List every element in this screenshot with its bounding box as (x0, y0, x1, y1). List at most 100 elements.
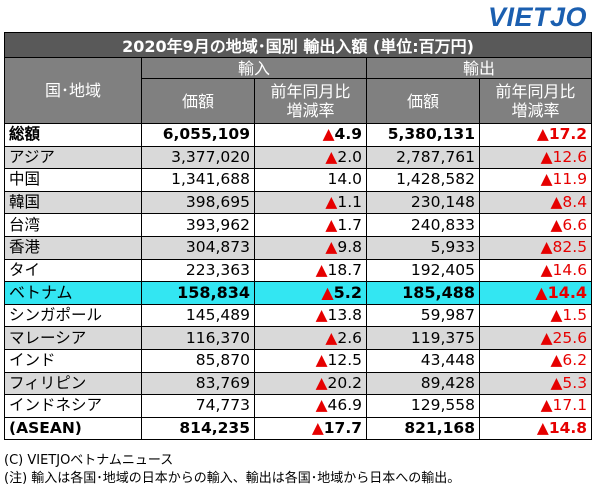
table-row: インド 85,870 ▲12.5 43,448 ▲6.2 (4, 348, 593, 373)
export-group-header: 輸出 (365, 57, 593, 79)
decrease-mark-icon: ▲ (325, 238, 338, 257)
table-row: (ASEAN) 814,235 ▲17.7 821,168 ▲14.8 (4, 416, 593, 441)
table-row: ベトナム 158,834 ▲5.2 185,488 ▲14.4 (4, 281, 593, 305)
export-change: ▲25.6 (478, 326, 593, 350)
table-row: 韓国 398,695 ▲1.1 230,148 ▲8.4 (4, 190, 593, 215)
region-name: 中国 (4, 168, 142, 192)
change-value: 11.9 (552, 170, 588, 189)
import-value: 814,235 (141, 416, 255, 441)
region-name: フィリピン (4, 371, 142, 396)
decrease-mark-icon: ▲ (536, 125, 549, 144)
export-value: 185,488 (366, 281, 480, 305)
region-name: マレーシア (4, 326, 142, 350)
region-name: (ASEAN) (4, 416, 142, 441)
region-name: 総額 (4, 123, 142, 147)
table-row: マレーシア 116,370 ▲2.6 119,375 ▲25.6 (4, 326, 593, 350)
decrease-mark-icon: ▲ (315, 396, 328, 415)
vietjo-logo: VIETJO (487, 2, 587, 32)
export-value: 59,987 (366, 303, 480, 328)
trade-table: 2020年9月の地域･国別 輸出入額 (単位:百万円) 国･地域 輸入 輸出 価… (3, 32, 593, 441)
change-value: 1.1 (337, 193, 362, 212)
decrease-mark-icon: ▲ (321, 283, 334, 303)
change-value: 18.7 (327, 260, 362, 279)
import-change: ▲5.2 (254, 281, 367, 305)
change-value: 1.7 (337, 215, 362, 234)
region-name: シンガポール (4, 303, 142, 328)
export-change: ▲8.4 (478, 190, 593, 215)
change-value: 25.6 (552, 328, 588, 347)
export-value: 89,428 (366, 371, 480, 396)
decrease-mark-icon: ▲ (322, 125, 335, 144)
decrease-mark-icon: ▲ (550, 215, 563, 234)
export-value-header: 価額 (366, 78, 480, 124)
import-value-header: 価額 (141, 78, 255, 124)
export-value: 2,787,761 (366, 145, 480, 170)
change-value: 20.2 (327, 373, 362, 392)
export-change: ▲11.9 (478, 168, 593, 192)
decrease-mark-icon: ▲ (540, 170, 553, 189)
decrease-mark-icon: ▲ (315, 260, 328, 279)
region-name: 香港 (4, 235, 142, 260)
export-value: 5,933 (366, 235, 480, 260)
import-change: ▲4.9 (254, 123, 367, 147)
decrease-mark-icon: ▲ (540, 396, 553, 415)
export-change: ▲14.6 (478, 258, 593, 283)
import-value: 1,341,688 (141, 168, 255, 192)
region-name: インドネシア (4, 394, 142, 418)
change-value: 5.2 (333, 283, 362, 303)
change-value: 12.6 (552, 147, 588, 166)
export-change-header: 前年同月比 増減率 (478, 78, 593, 124)
change-value: 2.6 (337, 328, 362, 347)
change-value: 5.3 (562, 373, 588, 392)
table-row: アジア 3,377,020 ▲2.0 2,787,761 ▲12.6 (4, 145, 593, 170)
change-value: 9.8 (337, 238, 362, 257)
region-name: タイ (4, 258, 142, 283)
decrease-mark-icon: ▲ (315, 351, 328, 370)
import-value: 74,773 (141, 394, 255, 418)
decrease-mark-icon: ▲ (325, 328, 338, 347)
export-value: 129,558 (366, 394, 480, 418)
table-row: 台湾 393,962 ▲1.7 240,833 ▲6.6 (4, 213, 593, 237)
import-change: ▲9.8 (254, 235, 367, 260)
decrease-mark-icon: ▲ (540, 238, 553, 257)
export-change: ▲14.4 (478, 281, 593, 305)
change-value: 6.2 (562, 351, 588, 370)
import-change: ▲20.2 (254, 371, 367, 396)
region-name: 台湾 (4, 213, 142, 237)
import-change: ▲18.7 (254, 258, 367, 283)
table-row: 香港 304,873 ▲9.8 5,933 ▲82.5 (4, 235, 593, 260)
decrease-mark-icon: ▲ (550, 351, 563, 370)
change-value: 14.6 (552, 260, 588, 279)
export-change: ▲17.1 (478, 394, 593, 418)
table-row: 中国 1,341,688 14.0 1,428,582 ▲11.9 (4, 168, 593, 192)
change-value: 46.9 (327, 396, 362, 415)
import-change: ▲2.6 (254, 326, 367, 350)
table-row: 総額 6,055,109 ▲4.9 5,380,131 ▲17.2 (4, 123, 593, 147)
change-value: 17.7 (323, 419, 362, 438)
export-change: ▲12.6 (478, 145, 593, 170)
import-change: ▲2.0 (254, 145, 367, 170)
export-change: ▲14.8 (478, 416, 593, 441)
import-change: 14.0 (254, 168, 367, 192)
decrease-mark-icon: ▲ (315, 373, 328, 392)
import-group-header: 輸入 (141, 57, 367, 79)
change-value: 1.5 (562, 306, 588, 325)
import-change: ▲13.8 (254, 303, 367, 328)
region-name: ベトナム (4, 281, 142, 305)
decrease-mark-icon: ▲ (540, 147, 553, 166)
decrease-mark-icon: ▲ (311, 419, 324, 438)
import-value: 6,055,109 (141, 123, 255, 147)
table-title: 2020年9月の地域･国別 輸出入額 (単位:百万円) (3, 32, 593, 58)
import-value: 3,377,020 (141, 145, 255, 170)
change-value: 2.0 (337, 147, 362, 166)
table-row: シンガポール 145,489 ▲13.8 59,987 ▲ 1.5 (4, 303, 593, 328)
import-value: 145,489 (141, 303, 255, 328)
export-value: 119,375 (366, 326, 480, 350)
table-row: インドネシア 74,773 ▲46.9 129,558 ▲17.1 (4, 394, 593, 418)
decrease-mark-icon: ▲ (315, 306, 328, 325)
import-value: 158,834 (141, 281, 255, 305)
table-row: フィリピン 83,769 ▲20.2 89,428 ▲5.3 (4, 371, 593, 396)
export-value: 821,168 (366, 416, 480, 441)
decrease-mark-icon: ▲ (536, 419, 549, 438)
export-value: 240,833 (366, 213, 480, 237)
